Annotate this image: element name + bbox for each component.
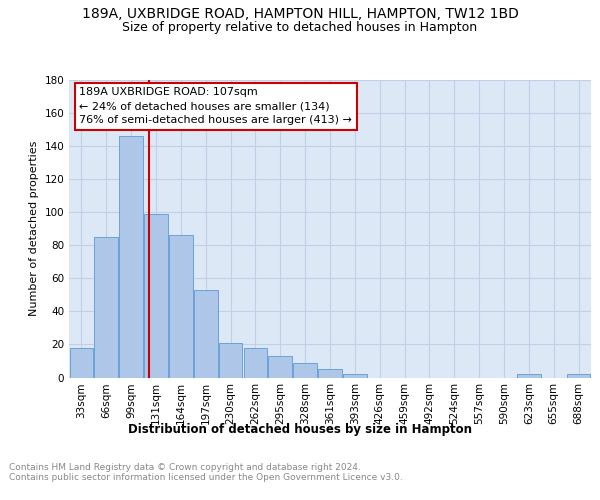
Bar	[343, 374, 367, 378]
Text: 189A UXBRIDGE ROAD: 107sqm
← 24% of detached houses are smaller (134)
76% of sem: 189A UXBRIDGE ROAD: 107sqm ← 24% of deta…	[79, 88, 352, 126]
Bar	[268, 356, 292, 378]
Bar	[293, 362, 317, 378]
Text: Contains HM Land Registry data © Crown copyright and database right 2024.
Contai: Contains HM Land Registry data © Crown c…	[9, 462, 403, 482]
Bar	[517, 374, 541, 378]
Bar	[194, 290, 218, 378]
Text: Distribution of detached houses by size in Hampton: Distribution of detached houses by size …	[128, 422, 472, 436]
Bar	[244, 348, 267, 378]
Bar	[119, 136, 143, 378]
Text: Size of property relative to detached houses in Hampton: Size of property relative to detached ho…	[122, 21, 478, 34]
Bar	[94, 237, 118, 378]
Bar	[567, 374, 590, 378]
Text: 189A, UXBRIDGE ROAD, HAMPTON HILL, HAMPTON, TW12 1BD: 189A, UXBRIDGE ROAD, HAMPTON HILL, HAMPT…	[82, 8, 518, 22]
Bar	[144, 214, 168, 378]
Bar	[318, 369, 342, 378]
Y-axis label: Number of detached properties: Number of detached properties	[29, 141, 39, 316]
Bar	[219, 343, 242, 378]
Bar	[70, 348, 93, 378]
Bar	[169, 236, 193, 378]
